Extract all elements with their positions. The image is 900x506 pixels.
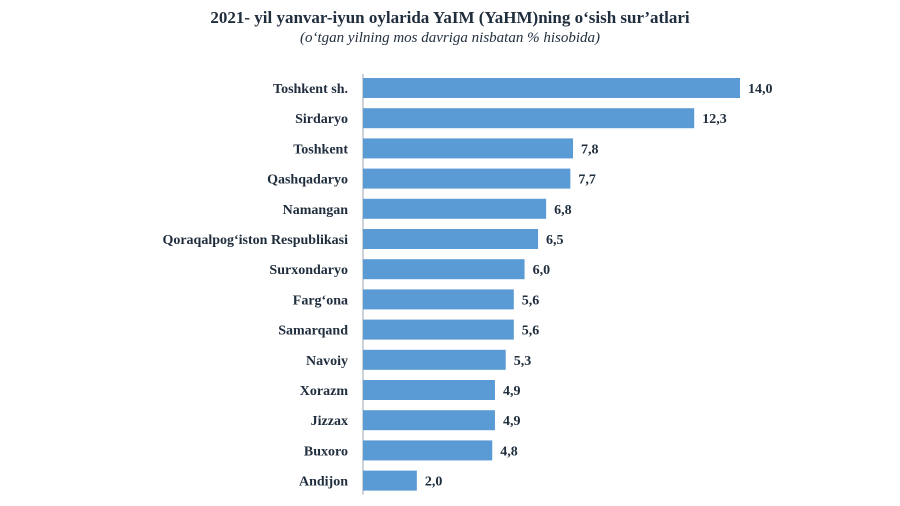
value-label: 4,9 — [503, 414, 521, 429]
category-label: Surxondaryo — [269, 263, 348, 278]
category-label: Samarqand — [278, 324, 348, 339]
bar — [363, 470, 417, 491]
chart-title: 2021- yil yanvar-iyun oylarida YaIM (YaH… — [210, 8, 690, 27]
value-label: 5,6 — [522, 324, 540, 339]
category-label: Sirdaryo — [295, 112, 348, 127]
value-label: 4,9 — [503, 384, 521, 399]
category-label: Namangan — [283, 203, 349, 218]
bar — [363, 78, 740, 98]
bar — [363, 168, 571, 189]
bar — [363, 198, 547, 219]
category-label: Navoiy — [306, 354, 348, 369]
category-label: Toshkent — [293, 142, 348, 157]
category-label: Toshkent sh. — [273, 82, 348, 97]
bar — [363, 349, 506, 370]
bar — [363, 138, 574, 159]
category-label: Qoraqalpog‘iston Respublikasi — [162, 233, 348, 248]
bar — [363, 380, 495, 400]
value-label: 7,7 — [578, 173, 596, 188]
value-label: 14,0 — [748, 82, 773, 97]
value-label: 4,8 — [500, 444, 518, 459]
bar — [363, 410, 495, 431]
bar — [363, 259, 525, 280]
category-label: Xorazm — [300, 384, 349, 399]
bar — [363, 440, 493, 461]
chart-subtitle: (o‘tgan yilning mos davriga nisbatan % h… — [300, 30, 600, 46]
bar — [363, 108, 695, 129]
value-label: 7,8 — [581, 142, 599, 157]
value-label: 6,8 — [554, 203, 572, 218]
category-label: Jizzax — [311, 414, 348, 429]
category-label: Qashqadaryo — [267, 173, 348, 188]
bar — [363, 319, 514, 340]
category-label: Andijon — [299, 475, 348, 490]
bar — [363, 289, 514, 310]
value-label: 6,0 — [533, 263, 551, 278]
value-label: 5,6 — [522, 293, 540, 308]
category-label: Farg‘ona — [293, 293, 348, 308]
category-label: Buxoro — [304, 444, 348, 459]
value-label: 2,0 — [425, 475, 443, 490]
value-label: 6,5 — [546, 233, 564, 248]
value-label: 12,3 — [702, 112, 727, 127]
value-label: 5,3 — [514, 354, 532, 369]
bar — [363, 229, 539, 249]
